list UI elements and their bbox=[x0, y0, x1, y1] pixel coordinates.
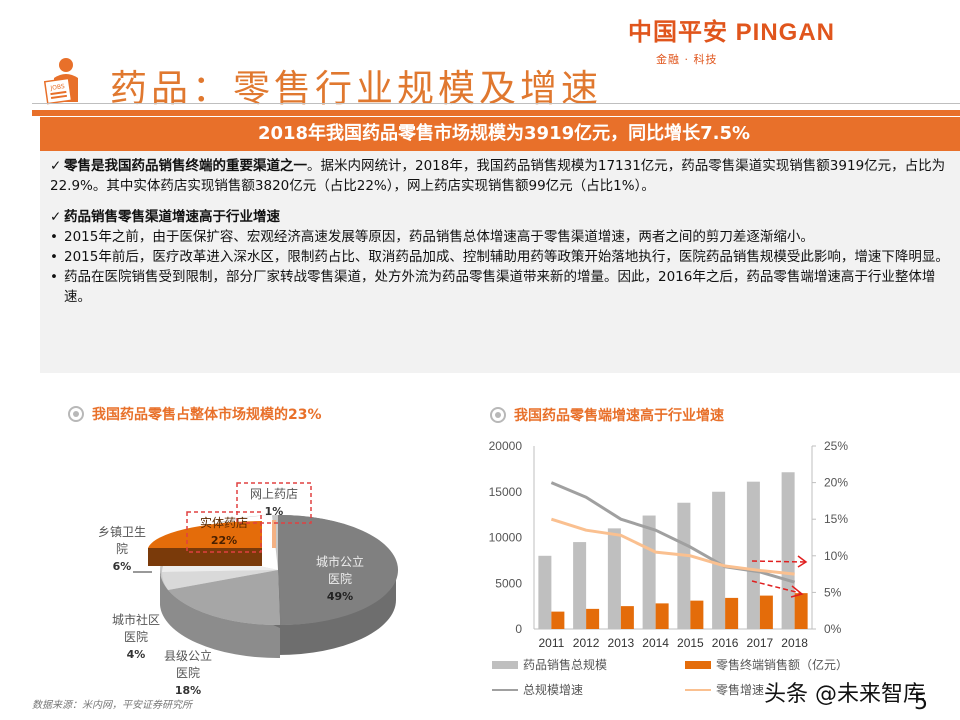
bullet-text: 2015年之前，由于医保扩容、宏观经济高速发展等原因，药品销售总体增速高于零售渠… bbox=[64, 229, 814, 245]
legend-total-growth: 总规模增速 bbox=[492, 681, 583, 698]
svg-text:2013: 2013 bbox=[608, 636, 635, 650]
svg-text:10%: 10% bbox=[824, 549, 848, 563]
svg-text:20000: 20000 bbox=[489, 439, 523, 453]
page-number: 5 bbox=[914, 690, 928, 715]
pie-label-online-pharmacy: 网上药店 1% bbox=[249, 487, 298, 518]
peach-line-swatch-icon bbox=[685, 688, 711, 691]
checkmark-icon: ✓ bbox=[50, 209, 62, 225]
logo-text: 中国平安 PINGAN bbox=[628, 19, 836, 46]
paragraph-retail-channel: ✓ 零售是我国药品销售终端的重要渠道之一。据米内网统计，2018年，我国药品销售规… bbox=[50, 156, 958, 196]
svg-text:5000: 5000 bbox=[495, 576, 522, 590]
bullet-item: • 药品在医院销售受到限制，部分厂家转战零售渠道，处方外流为药品零售渠道带来新的… bbox=[50, 267, 958, 307]
svg-text:JOBS: JOBS bbox=[49, 83, 65, 92]
paragraph-growth-heading: ✓ 药品销售零售渠道增速高于行业增速 bbox=[50, 207, 958, 227]
right-chart-header: 我国药品零售端增速高于行业增速 bbox=[490, 405, 724, 425]
headline-banner: 2018年我国药品零售市场规模为3919亿元，同比增长7.5% bbox=[40, 117, 960, 151]
watermark: 头条 @未来智库 bbox=[764, 682, 925, 707]
gray-bar-swatch-icon bbox=[492, 660, 518, 669]
svg-text:15%: 15% bbox=[824, 512, 848, 526]
bullet-icon: • bbox=[50, 249, 58, 265]
left-chart-title: 我国药品零售占整体市场规模的23% bbox=[92, 407, 322, 423]
title-divider-thin bbox=[32, 103, 960, 104]
svg-text:2015: 2015 bbox=[677, 636, 704, 650]
svg-text:20%: 20% bbox=[824, 476, 848, 490]
bullet-item: • 2015年前后，医疗改革进入深水区，限制药占比、取消药品加成、控制辅助用药等… bbox=[50, 247, 958, 267]
page-title: 药品：零售行业规模及增速 bbox=[110, 67, 602, 110]
svg-text:2016: 2016 bbox=[712, 636, 739, 650]
checkmark-icon: ✓ bbox=[50, 158, 62, 174]
radio-bullet-icon bbox=[490, 407, 506, 423]
legend-total-scale: 药品销售总规模 bbox=[492, 656, 607, 673]
pie-label-county-hospital: 县级公立 医院 18% bbox=[163, 649, 212, 697]
bullet-icon: • bbox=[50, 269, 58, 285]
gray-line-swatch-icon bbox=[492, 688, 518, 691]
svg-text:2017: 2017 bbox=[747, 636, 774, 650]
svg-text:15000: 15000 bbox=[489, 485, 523, 499]
bullet-item: • 2015年之前，由于医保扩容、宏观经济高速发展等原因，药品销售总体增速高于零… bbox=[50, 227, 958, 247]
orange-bar-swatch-icon bbox=[685, 660, 711, 669]
pie-label-community-hospital: 城市社区 医院 4% bbox=[111, 613, 160, 661]
svg-text:2011: 2011 bbox=[538, 636, 564, 650]
title-divider-thick bbox=[32, 110, 960, 116]
logo-tagline: 金融 · 科技 bbox=[656, 53, 718, 66]
para1-heading: 零售是我国药品销售终端的重要渠道之一 bbox=[64, 158, 307, 174]
data-source-note: 数据来源：米内网，平安证券研究所 bbox=[32, 700, 192, 711]
pingan-logo: 中国平安 PINGAN 金融 · 科技 bbox=[628, 12, 908, 66]
svg-text:2018: 2018 bbox=[781, 636, 808, 650]
legend-retail-sales: 零售终端销售额（亿元） bbox=[685, 656, 848, 673]
svg-text:5%: 5% bbox=[824, 585, 842, 599]
svg-text:0%: 0% bbox=[824, 622, 842, 636]
para2-heading: 药品销售零售渠道增速高于行业增速 bbox=[64, 209, 280, 225]
bullet-text: 2015年前后，医疗改革进入深水区，限制药占比、取消药品加成、控制辅助用药等政策… bbox=[64, 249, 949, 265]
legend-retail-growth: 零售增速 bbox=[685, 681, 764, 698]
svg-text:25%: 25% bbox=[824, 439, 848, 453]
svg-text:10000: 10000 bbox=[489, 531, 523, 545]
bullet-icon: • bbox=[50, 229, 58, 245]
summary-panel: ✓ 零售是我国药品销售终端的重要渠道之一。据米内网统计，2018年，我国药品销售规… bbox=[40, 151, 960, 373]
left-chart-header: 我国药品零售占整体市场规模的23% bbox=[68, 404, 322, 424]
jobs-person-icon: JOBS bbox=[44, 58, 78, 105]
svg-text:2012: 2012 bbox=[573, 636, 600, 650]
pie-label-township-hospital: 乡镇卫生院 6% bbox=[97, 525, 146, 573]
bullet-text: 药品在医院销售受到限制，部分厂家转战零售渠道，处方外流为药品零售渠道带来新的增量… bbox=[64, 269, 936, 305]
para1-body: 。据米内网统计，2018年，我国药品销售规模为17131亿元，药品零售渠道实现销… bbox=[50, 158, 946, 194]
pie-label-urban-public-hospital: 城市公立 医院 49% bbox=[315, 555, 364, 603]
pie-label-physical-pharmacy: 实体药店 22% bbox=[199, 516, 248, 547]
radio-bullet-icon bbox=[68, 406, 84, 422]
right-chart-title: 我国药品零售端增速高于行业增速 bbox=[514, 408, 724, 424]
svg-text:0: 0 bbox=[515, 622, 522, 636]
svg-text:2014: 2014 bbox=[642, 636, 669, 650]
